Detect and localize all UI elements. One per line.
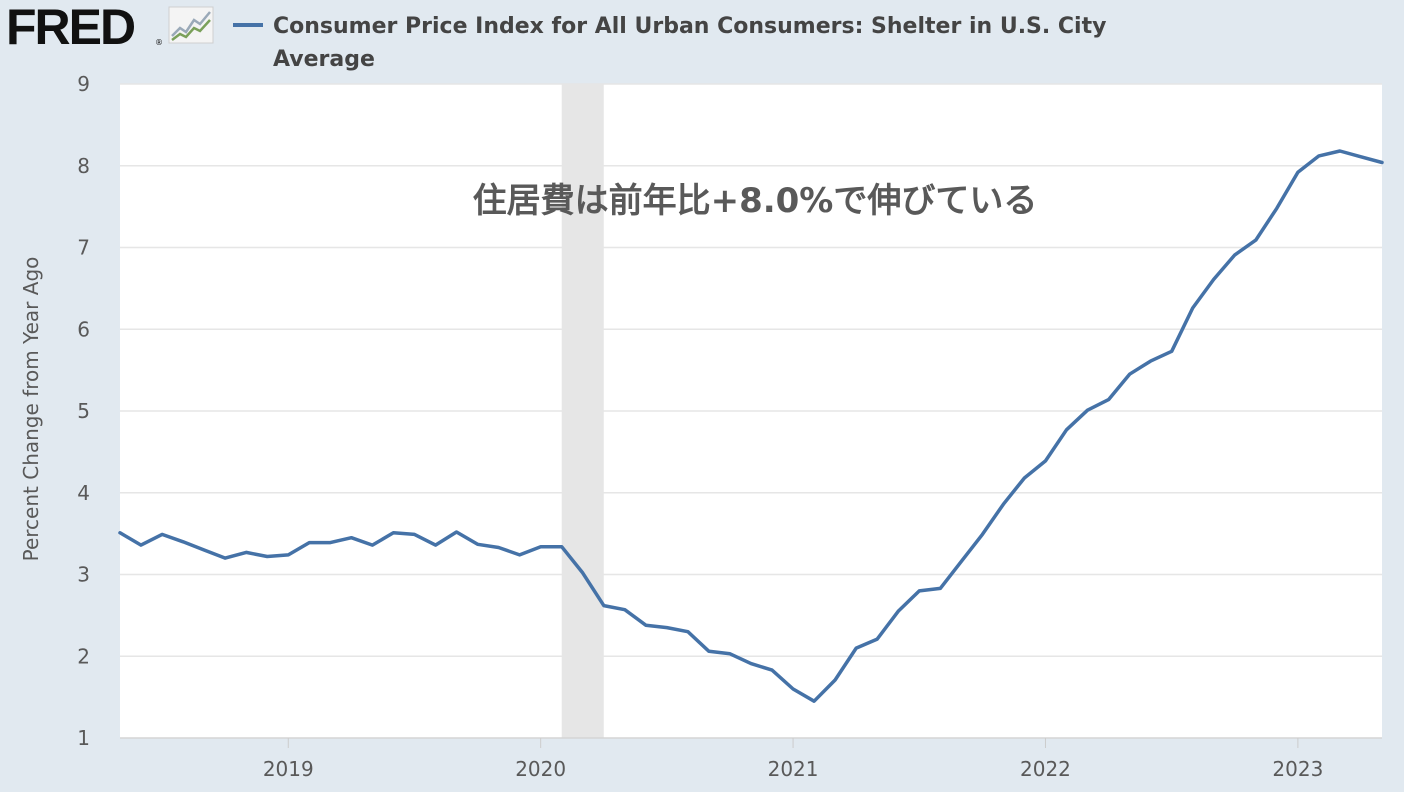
y-tick-label: 5: [77, 399, 90, 423]
chart-header: FRED ® Consumer Price Index for All Urba…: [0, 0, 1404, 80]
x-tick-label: 2022: [1020, 757, 1071, 781]
y-tick-label: 6: [77, 317, 90, 341]
registered-mark: ®: [155, 38, 163, 47]
y-tick-label: 3: [77, 563, 90, 587]
y-axis-label: Percent Change from Year Ago: [19, 256, 43, 562]
x-tick-label: 2021: [768, 757, 819, 781]
y-tick-label: 4: [77, 481, 90, 505]
legend-swatch: [233, 23, 263, 27]
y-tick-label: 2: [77, 644, 90, 668]
line-chart-icon: [168, 6, 214, 44]
y-tick-label: 7: [77, 236, 90, 260]
x-tick-label: 2023: [1272, 757, 1323, 781]
x-tick-label: 2019: [263, 757, 314, 781]
y-tick-label: 1: [77, 726, 90, 750]
series-line: [118, 149, 1384, 703]
y-tick-label: 9: [77, 72, 90, 96]
annotation-text: 住居費は前年比+8.0%で伸びている: [473, 181, 1038, 221]
y-tick-label: 8: [77, 154, 90, 178]
x-tick-label: 2020: [515, 757, 566, 781]
series-title: Consumer Price Index for All Urban Consu…: [273, 14, 1107, 72]
fred-logo[interactable]: FRED: [6, 0, 136, 55]
